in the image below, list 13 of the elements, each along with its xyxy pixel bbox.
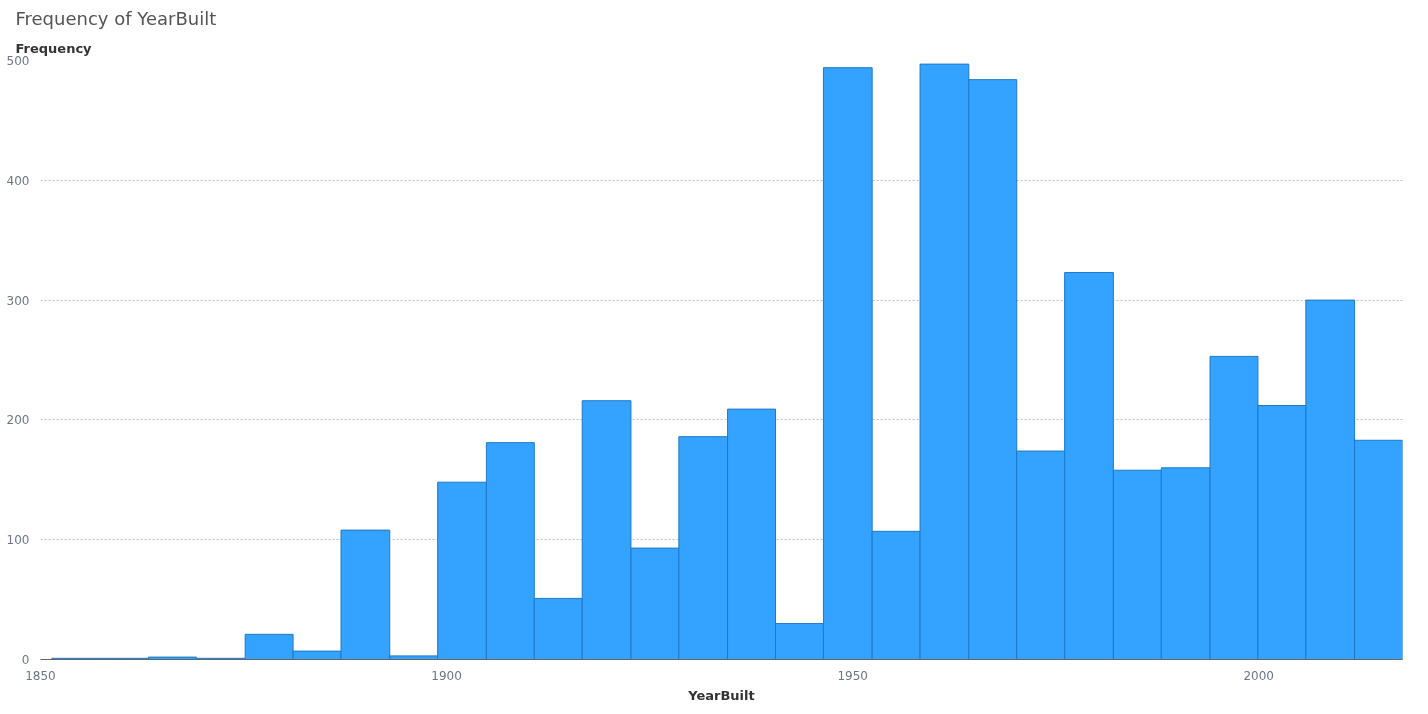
y-tick-label: 100	[6, 533, 30, 548]
x-tick-label: 2000	[1243, 668, 1275, 683]
x-tick-label: 1950	[837, 668, 868, 683]
x-tick-label: 1900	[431, 668, 462, 683]
chart-title: Frequency of YearBuilt	[15, 7, 217, 29]
y-axis-title: Frequency	[15, 40, 93, 56]
y-tick-label: 300	[6, 293, 30, 308]
y-tick-label: 200	[6, 413, 30, 428]
x-axis-title: YearBuilt	[687, 687, 755, 703]
y-tick-label: 0	[21, 653, 30, 667]
x-tick-label: 1850	[25, 668, 56, 683]
y-tick-label: 400	[6, 173, 30, 188]
y-tick-label: 500	[6, 54, 30, 68]
